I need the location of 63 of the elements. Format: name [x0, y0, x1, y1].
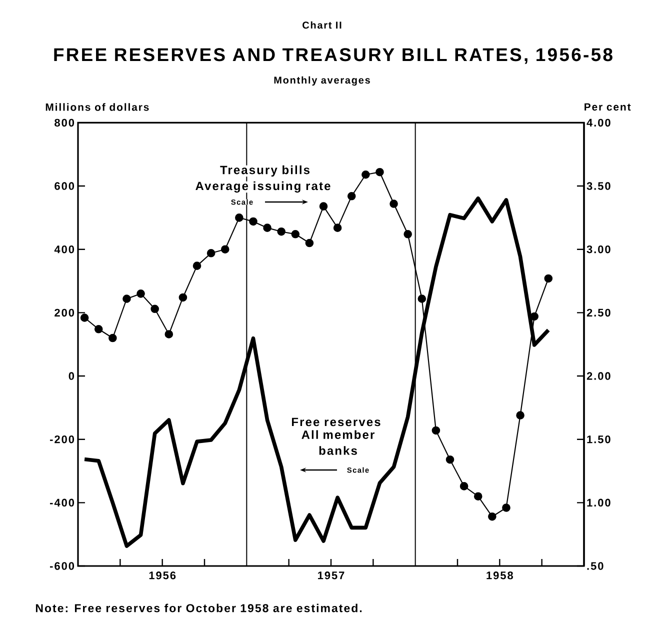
point: [376, 168, 384, 176]
y2-tick-label: 3.00: [586, 245, 610, 254]
point: [474, 492, 482, 500]
point: [164, 330, 174, 338]
point: [390, 200, 398, 208]
y2-tick-label: 2.00: [586, 372, 610, 380]
y2-tick-label: 1.50: [587, 435, 610, 444]
point: [249, 217, 258, 226]
point: [150, 304, 159, 314]
point: [544, 274, 553, 283]
text: Note: Free reserves for October 1958 are estimated.: [36, 604, 362, 612]
point: [94, 324, 103, 334]
x-tick-label: 1956: [149, 572, 176, 580]
point: [206, 249, 216, 258]
point: [220, 245, 230, 254]
point: [122, 294, 131, 303]
point: [530, 312, 538, 321]
point: [136, 290, 145, 298]
y2-tick-label: 1.00: [587, 498, 610, 507]
point: [347, 192, 356, 200]
point: [502, 504, 510, 512]
point: [108, 334, 117, 342]
point: [263, 224, 272, 232]
y2-tick-label: .50: [587, 562, 604, 570]
point: [516, 411, 524, 420]
y2-tick-label: 2.50: [586, 308, 610, 317]
point: [362, 170, 370, 179]
annotation: All member banks: [302, 430, 374, 455]
x-tick-label: 1957: [318, 572, 344, 580]
y-tick-label: 0: [68, 372, 74, 380]
point: [333, 224, 342, 232]
point: [446, 455, 454, 464]
y-tick-label: -200: [50, 435, 74, 444]
point: [235, 214, 244, 222]
y-axis-title: Millions of dollars: [46, 103, 149, 111]
point: [319, 202, 328, 210]
x-tick-label: 1958: [486, 572, 513, 580]
point: [178, 293, 188, 302]
point: [432, 426, 440, 435]
series-label: Free reserves: [292, 418, 380, 426]
y-tick-label: 800: [54, 118, 74, 127]
point: [404, 230, 412, 238]
annotation: Average issuing rate: [196, 181, 330, 193]
y2-axis-title: Per cent: [584, 103, 631, 111]
point: [192, 262, 202, 270]
y2-tick-label: 4.00: [586, 118, 610, 127]
point: [488, 512, 496, 521]
point: [460, 482, 468, 490]
point: [80, 314, 89, 322]
chart-subtitle: Monthly averages: [274, 76, 370, 86]
text: Chart II: [302, 21, 342, 29]
y-tick-label: -600: [50, 562, 74, 570]
y-tick-label: 200: [54, 308, 74, 317]
point: [277, 227, 286, 236]
point: [418, 294, 426, 303]
point: [291, 230, 300, 238]
y-tick-label: 400: [54, 245, 74, 254]
y-tick-label: 600: [54, 182, 74, 190]
text: Treasury bills: [220, 165, 310, 177]
point: [305, 238, 314, 248]
chart-title: FREE RESERVES AND TREASURY BILL RATES, 1956-58: [54, 48, 612, 64]
y2-tick-label: 3.50: [586, 182, 610, 190]
y-tick-label: -400: [50, 498, 74, 507]
